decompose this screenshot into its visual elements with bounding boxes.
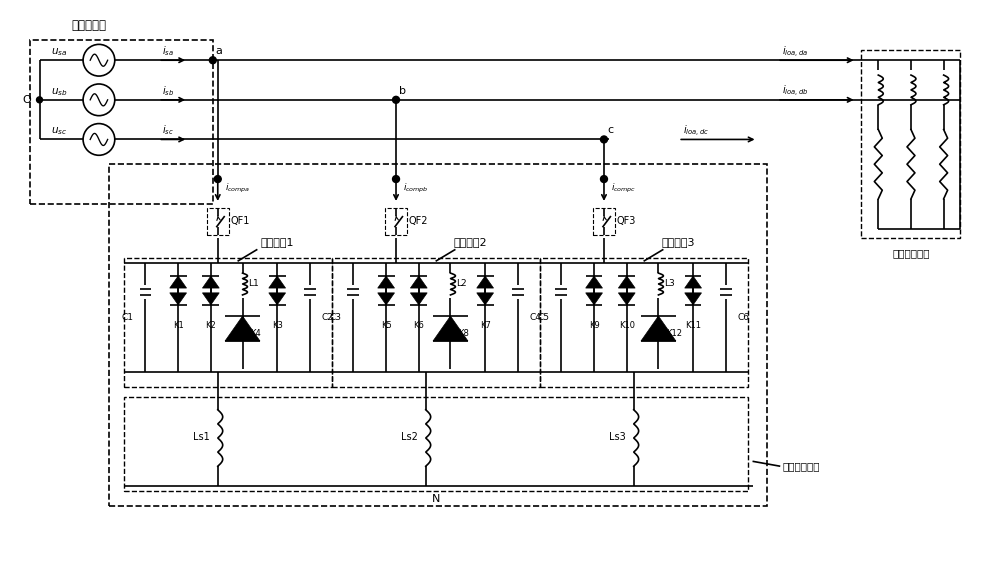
Text: $i_{compb}$: $i_{compb}$ bbox=[403, 182, 429, 195]
Text: Ls3: Ls3 bbox=[609, 431, 626, 442]
Polygon shape bbox=[378, 293, 395, 305]
Text: C4: C4 bbox=[530, 313, 542, 322]
Bar bbox=[593, 208, 615, 236]
Circle shape bbox=[209, 57, 216, 64]
Polygon shape bbox=[618, 293, 635, 305]
Circle shape bbox=[393, 175, 399, 183]
Polygon shape bbox=[378, 276, 395, 288]
Bar bbox=[861, 50, 960, 238]
Text: 三相无功负载: 三相无功负载 bbox=[892, 248, 930, 258]
Text: $i_{compc}$: $i_{compc}$ bbox=[611, 182, 636, 195]
Text: K7: K7 bbox=[480, 321, 491, 329]
Text: $i_{loa,da}$: $i_{loa,da}$ bbox=[782, 45, 809, 60]
Text: QF1: QF1 bbox=[231, 215, 250, 226]
Text: L3: L3 bbox=[664, 278, 675, 288]
Bar bbox=[124, 397, 748, 491]
Text: b: b bbox=[399, 86, 406, 96]
Polygon shape bbox=[586, 276, 602, 288]
Text: K10: K10 bbox=[619, 321, 635, 329]
Text: C2: C2 bbox=[322, 313, 334, 322]
Text: L1: L1 bbox=[248, 278, 259, 288]
Text: K5: K5 bbox=[381, 321, 391, 329]
Polygon shape bbox=[202, 276, 219, 288]
Polygon shape bbox=[433, 316, 468, 341]
Text: 补偿单元3: 补偿单元3 bbox=[662, 237, 695, 248]
Polygon shape bbox=[477, 276, 494, 288]
Bar bbox=[30, 41, 213, 204]
Text: N: N bbox=[431, 494, 440, 504]
Text: L2: L2 bbox=[456, 278, 467, 288]
Text: Ls1: Ls1 bbox=[193, 431, 210, 442]
Text: a: a bbox=[216, 46, 223, 56]
Text: 补偿单元2: 补偿单元2 bbox=[453, 237, 487, 248]
Text: O: O bbox=[22, 95, 31, 105]
Circle shape bbox=[601, 136, 607, 143]
Text: $i_{sa}$: $i_{sa}$ bbox=[162, 44, 174, 58]
Bar bbox=[332, 258, 540, 387]
Polygon shape bbox=[170, 293, 187, 305]
Text: 滤波电感模块: 滤波电感模块 bbox=[782, 461, 820, 471]
Text: K9: K9 bbox=[589, 321, 599, 329]
Text: Ls2: Ls2 bbox=[401, 431, 418, 442]
Polygon shape bbox=[410, 276, 427, 288]
Bar bbox=[385, 208, 407, 236]
Bar bbox=[109, 164, 767, 506]
Text: $i_{sc}$: $i_{sc}$ bbox=[162, 124, 174, 138]
Text: $i_{sb}$: $i_{sb}$ bbox=[162, 84, 174, 97]
Circle shape bbox=[601, 175, 607, 183]
Polygon shape bbox=[685, 276, 701, 288]
Circle shape bbox=[37, 97, 42, 103]
Bar bbox=[207, 208, 229, 236]
Text: $u_{sb}$: $u_{sb}$ bbox=[51, 86, 68, 98]
Text: $i_{loa,db}$: $i_{loa,db}$ bbox=[782, 84, 809, 99]
Circle shape bbox=[393, 96, 399, 103]
Polygon shape bbox=[170, 276, 187, 288]
Polygon shape bbox=[225, 316, 260, 341]
Circle shape bbox=[214, 175, 221, 183]
Text: $i_{compa}$: $i_{compa}$ bbox=[225, 182, 250, 195]
Polygon shape bbox=[618, 276, 635, 288]
Polygon shape bbox=[202, 293, 219, 305]
Text: 三相电网侧: 三相电网侧 bbox=[72, 19, 107, 32]
Text: $i_{loa,dc}$: $i_{loa,dc}$ bbox=[683, 124, 710, 139]
Text: QF2: QF2 bbox=[409, 215, 428, 226]
Polygon shape bbox=[641, 316, 676, 341]
Polygon shape bbox=[477, 293, 494, 305]
Polygon shape bbox=[586, 293, 602, 305]
Text: C6: C6 bbox=[738, 313, 750, 322]
Text: $u_{sc}$: $u_{sc}$ bbox=[51, 125, 67, 138]
Text: C1: C1 bbox=[122, 313, 134, 322]
Polygon shape bbox=[410, 293, 427, 305]
Text: K4: K4 bbox=[250, 329, 261, 338]
Text: c: c bbox=[607, 125, 613, 135]
Text: 补偿单元1: 补偿单元1 bbox=[260, 237, 294, 248]
Text: K8: K8 bbox=[458, 329, 469, 338]
Polygon shape bbox=[269, 293, 286, 305]
Bar bbox=[540, 258, 748, 387]
Polygon shape bbox=[685, 293, 701, 305]
Text: K3: K3 bbox=[272, 321, 283, 329]
Text: C3: C3 bbox=[330, 313, 342, 322]
Bar bbox=[124, 258, 332, 387]
Text: K1: K1 bbox=[173, 321, 184, 329]
Text: $u_{sa}$: $u_{sa}$ bbox=[51, 46, 67, 58]
Text: QF3: QF3 bbox=[617, 215, 636, 226]
Polygon shape bbox=[269, 276, 286, 288]
Text: K2: K2 bbox=[205, 321, 216, 329]
Text: C5: C5 bbox=[538, 313, 550, 322]
Text: K6: K6 bbox=[413, 321, 424, 329]
Text: K11: K11 bbox=[685, 321, 701, 329]
Text: K12: K12 bbox=[666, 329, 682, 338]
